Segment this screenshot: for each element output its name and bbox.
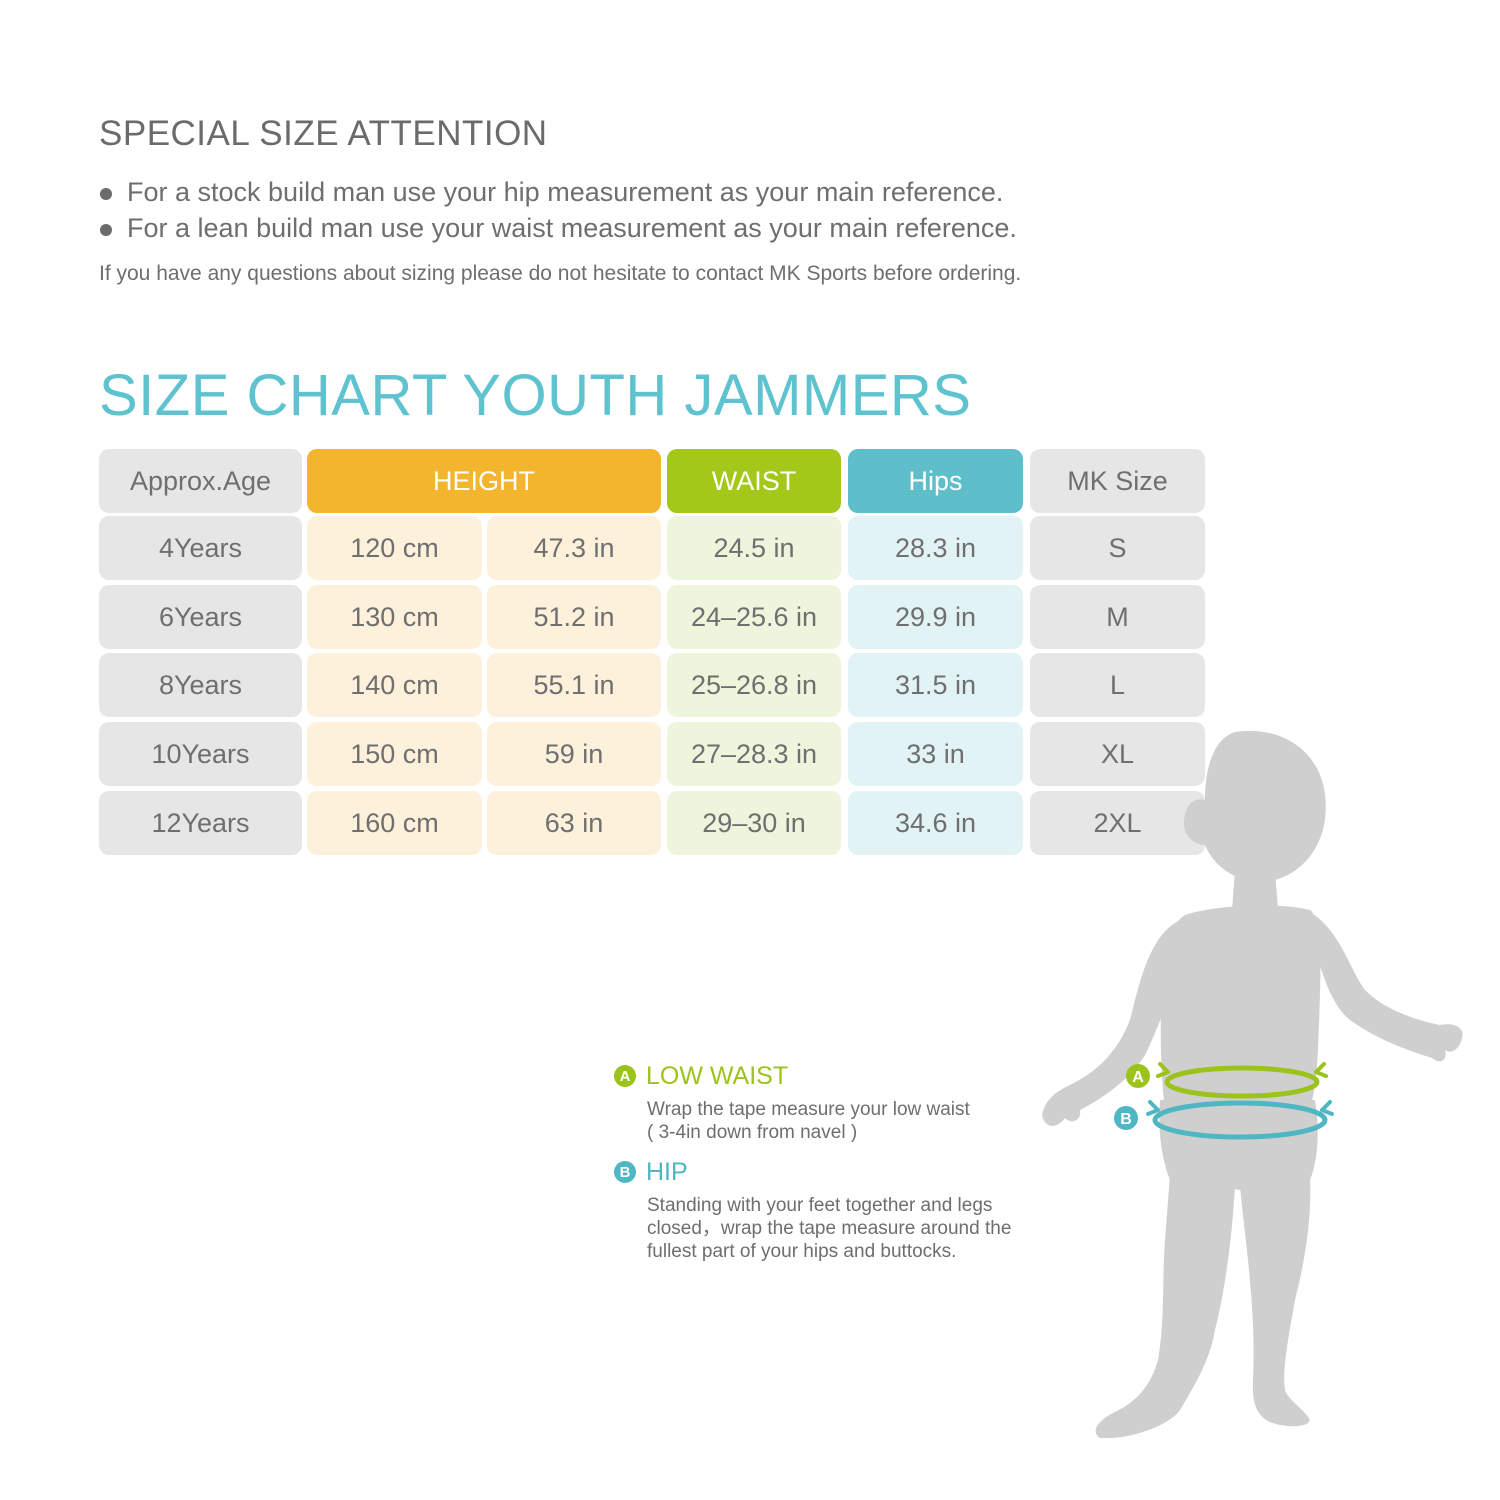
table-cell-mk-size: 2XL <box>1030 791 1205 855</box>
table-cell-mk-size: L <box>1030 653 1205 717</box>
table-cell-height-cm: 140 cm <box>307 653 482 717</box>
bullet-dot-icon <box>100 188 112 200</box>
bullet-dot-icon <box>100 224 112 236</box>
table-cell-hips: 33 in <box>848 722 1023 786</box>
header-approx-age: Approx.Age <box>99 449 302 513</box>
bullet-item: For a stock build man use your hip measu… <box>99 174 1017 210</box>
header-mk-size: MK Size <box>1030 449 1205 513</box>
table-cell-height-in: 55.1 in <box>487 653 661 717</box>
table-cell-hips: 31.5 in <box>848 653 1023 717</box>
table-cell-height-in: 47.3 in <box>487 516 661 580</box>
table-cell-age: 8Years <box>99 653 302 717</box>
header-waist: WAIST <box>667 449 841 513</box>
badge-a-icon: A <box>614 1065 636 1087</box>
table-cell-height-in: 59 in <box>487 722 661 786</box>
legend-hip-title: HIP <box>646 1158 688 1186</box>
size-chart-title: SIZE CHART YOUTH JAMMERS <box>99 363 972 428</box>
table-cell-mk-size: XL <box>1030 722 1205 786</box>
table-cell-height-cm: 120 cm <box>307 516 482 580</box>
legend-low-waist-description: Wrap the tape measure your low waist ( 3… <box>647 1099 970 1143</box>
bullet-item: For a lean build man use your waist meas… <box>99 210 1017 246</box>
table-cell-waist: 25–26.8 in <box>667 653 841 717</box>
table-cell-height-cm: 160 cm <box>307 791 482 855</box>
table-cell-waist: 24–25.6 in <box>667 585 841 649</box>
contact-note: If you have any questions about sizing p… <box>99 262 1022 285</box>
table-cell-age: 6Years <box>99 585 302 649</box>
table-cell-height-in: 63 in <box>487 791 661 855</box>
table-cell-age: 4Years <box>99 516 302 580</box>
marker-b-icon <box>1114 1106 1138 1130</box>
svg-text:B: B <box>1120 1111 1132 1128</box>
table-cell-hips: 29.9 in <box>848 585 1023 649</box>
table-cell-mk-size: S <box>1030 516 1205 580</box>
legend-low-waist-title: LOW WAIST <box>646 1062 789 1090</box>
table-cell-height-cm: 150 cm <box>307 722 482 786</box>
table-cell-waist: 24.5 in <box>667 516 841 580</box>
table-cell-waist: 27–28.3 in <box>667 722 841 786</box>
header-hips: Hips <box>848 449 1023 513</box>
table-cell-age: 10Years <box>99 722 302 786</box>
table-cell-age: 12Years <box>99 791 302 855</box>
svg-text:A: A <box>1132 1069 1144 1086</box>
table-cell-waist: 29–30 in <box>667 791 841 855</box>
header-height: HEIGHT <box>307 449 661 513</box>
table-cell-height-in: 51.2 in <box>487 585 661 649</box>
table-cell-hips: 34.6 in <box>848 791 1023 855</box>
legend-hip-description: Standing with your feet together and leg… <box>647 1195 1012 1262</box>
attention-title: SPECIAL SIZE ATTENTION <box>99 114 548 153</box>
table-cell-hips: 28.3 in <box>848 516 1023 580</box>
marker-a-icon <box>1126 1064 1150 1088</box>
attention-bullets: For a stock build man use your hip measu… <box>99 174 1017 246</box>
child-silhouette-icon: A B <box>1042 730 1463 1439</box>
table-cell-height-cm: 130 cm <box>307 585 482 649</box>
badge-b-icon: B <box>614 1161 636 1183</box>
table-cell-mk-size: M <box>1030 585 1205 649</box>
